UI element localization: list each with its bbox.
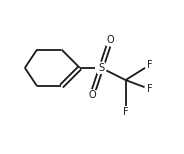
- Text: F: F: [147, 60, 153, 70]
- Text: F: F: [147, 84, 153, 94]
- Text: O: O: [107, 35, 114, 45]
- Text: F: F: [123, 107, 128, 117]
- Text: O: O: [88, 90, 96, 100]
- Text: S: S: [98, 63, 104, 73]
